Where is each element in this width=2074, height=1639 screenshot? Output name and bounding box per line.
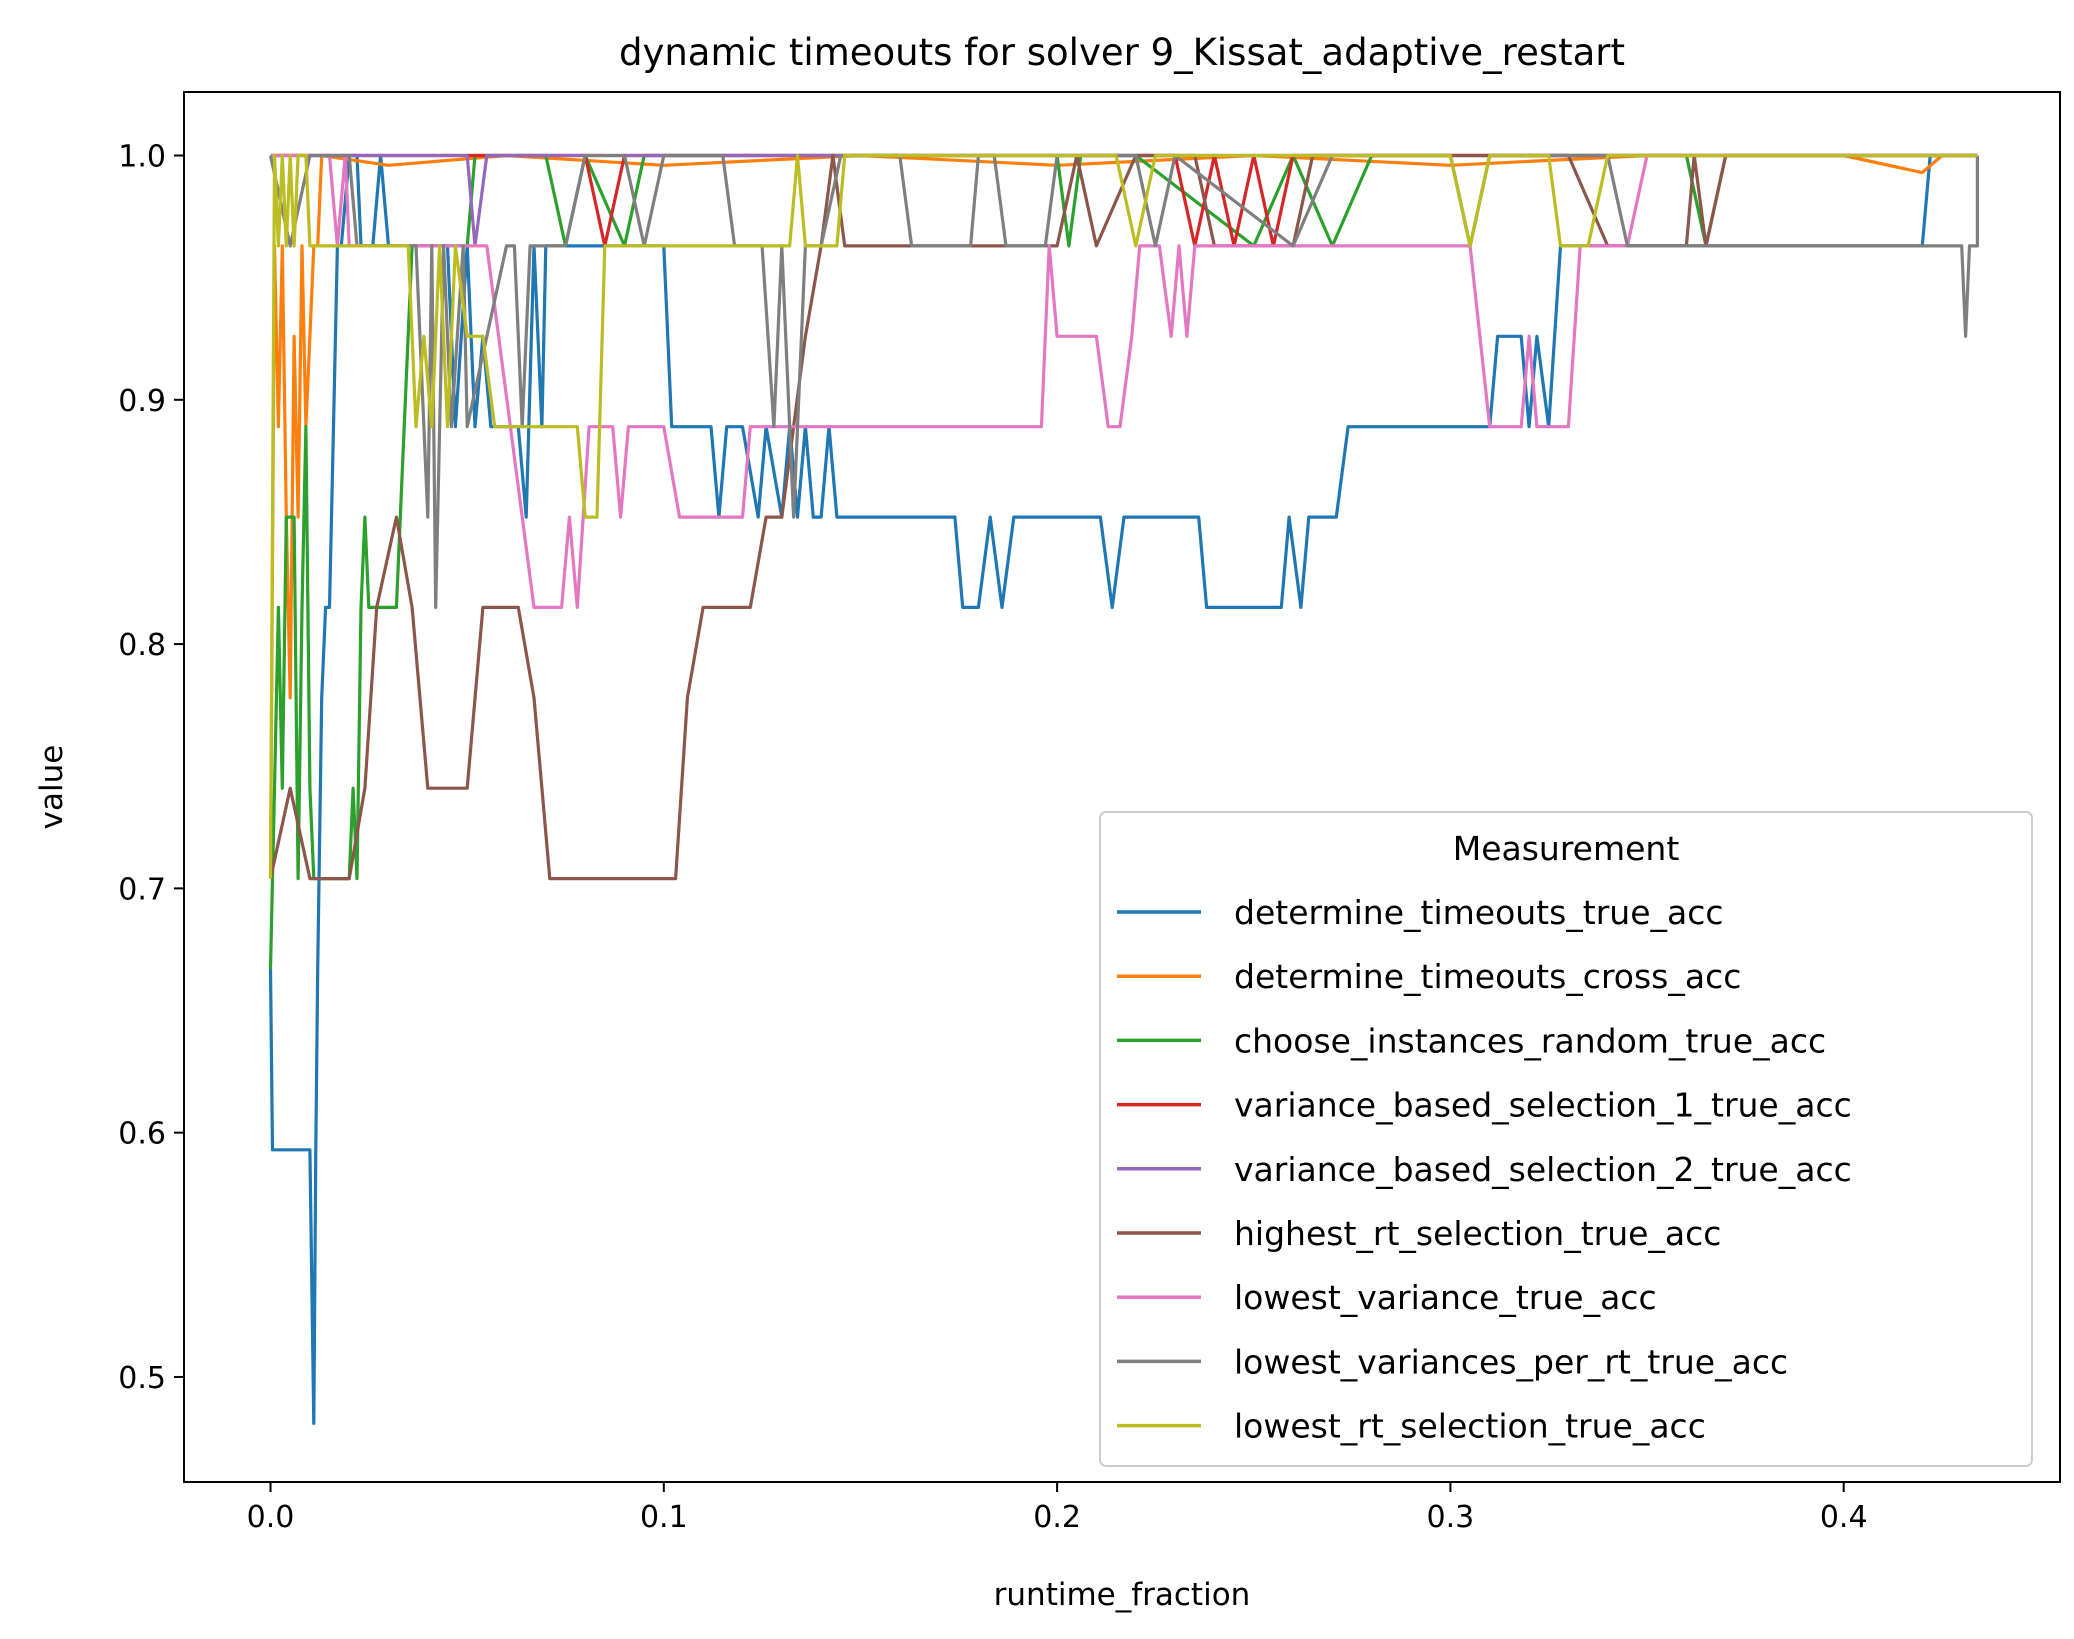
x-axis: 0.0 0.1 0.2 0.3 0.4 [247,1482,1868,1535]
series-line-variance_based_selection_1_true_acc [270,153,1978,248]
legend-entry-label: lowest_variance_true_acc [1234,1278,1657,1317]
y-tick-label: 0.8 [118,628,166,663]
x-tick-label: 0.0 [247,1500,295,1535]
legend-entry-label: determine_timeouts_true_acc [1234,893,1724,932]
y-axis: 0.5 0.6 0.7 0.8 0.9 1.0 [118,140,184,1396]
legend-entry-label: highest_rt_selection_true_acc [1234,1214,1721,1253]
legend-entry-label: lowest_rt_selection_true_acc [1234,1407,1706,1446]
legend-entry-label: lowest_variances_per_rt_true_acc [1234,1342,1788,1381]
legend-title: Measurement [1453,829,1680,868]
series-line-lowest_rt_selection_true_acc [268,153,1978,879]
plot-series [268,153,1979,1425]
legend-entry-label: variance_based_selection_2_true_acc [1234,1150,1852,1189]
legend: Measurement determine_timeouts_true_accd… [1099,811,2033,1467]
legend-entry-label: choose_instances_random_true_acc [1234,1021,1826,1060]
legend-entry-label: determine_timeouts_cross_acc [1234,957,1741,996]
legend-items: determine_timeouts_true_acc determine_tim… [1117,893,1852,1446]
x-tick-label: 0.2 [1033,1500,1081,1535]
y-axis-label: value [34,745,70,830]
x-tick-label: 0.4 [1820,1500,1868,1535]
plot-frame [183,91,2061,1483]
y-tick-label: 0.6 [118,1117,166,1152]
legend-box [1099,811,2033,1467]
x-tick-label: 0.1 [640,1500,688,1535]
series-line-determine_timeouts_true_acc [268,153,1978,1425]
y-tick-label: 0.9 [118,384,166,419]
x-axis-label: runtime_fraction [994,1577,1251,1613]
y-tick-label: 0.7 [118,872,166,907]
series-line-lowest_variance_true_acc [270,153,1978,609]
legend-entry-label: variance_based_selection_1_true_acc [1234,1086,1852,1125]
x-tick-label: 0.3 [1427,1500,1475,1535]
chart-title: dynamic timeouts for solver 9_Kissat_ada… [619,31,1625,74]
y-tick-label: 0.5 [118,1361,166,1396]
y-tick-label: 1.0 [118,140,166,175]
